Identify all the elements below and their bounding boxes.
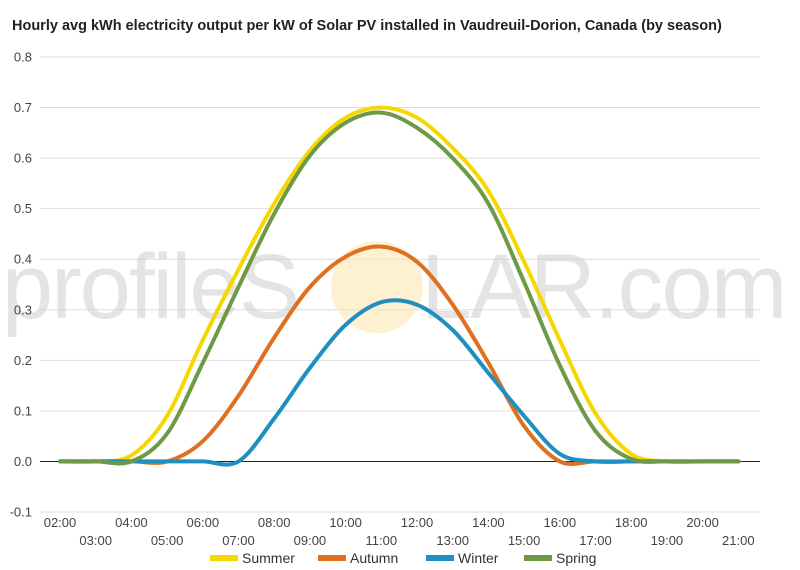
x-tick-label: 13:00 <box>436 533 469 548</box>
y-tick-label: 0.0 <box>14 454 32 469</box>
x-tick-label: 20:00 <box>686 515 719 530</box>
series-line-summer <box>58 105 741 464</box>
x-axis: 02:00 04:00 06:00 08:00 10:00 12:00 14:00 16:00… <box>44 515 755 548</box>
y-tick-label: 0.7 <box>14 100 32 115</box>
y-tick-label: 0.1 <box>14 403 32 418</box>
watermark-text-right: LAR.com <box>421 236 785 338</box>
legend-label-spring: Spring <box>556 550 596 566</box>
legend-label-summer: Summer <box>242 550 295 566</box>
watermark-sun-icon <box>331 241 423 333</box>
x-tick-label: 04:00 <box>115 515 148 530</box>
x-tick-label: 12:00 <box>401 515 434 530</box>
x-tick-label: 11:00 <box>366 533 398 548</box>
x-tick-label: 15:00 <box>508 533 541 548</box>
legend-swatch-winter <box>426 555 454 561</box>
legend: Summer Autumn Winter Spring <box>210 550 596 566</box>
series-line-winter <box>58 298 741 467</box>
x-tick-label: 21:00 <box>722 533 755 548</box>
y-tick-label: 0.6 <box>14 151 32 166</box>
y-tick-label: 0.2 <box>14 353 32 368</box>
x-tick-label: 18:00 <box>615 515 648 530</box>
y-tick-label: -0.1 <box>10 505 32 520</box>
x-tick-label: 02:00 <box>44 515 77 530</box>
x-tick-label: 16:00 <box>544 515 577 530</box>
x-tick-label: 05:00 <box>151 533 184 548</box>
y-tick-label: 0.8 <box>14 50 32 65</box>
x-tick-label: 06:00 <box>187 515 220 530</box>
x-tick-label: 17:00 <box>579 533 612 548</box>
y-tick-label: 0.3 <box>14 302 32 317</box>
x-tick-label: 08:00 <box>258 515 291 530</box>
series-line-spring <box>58 110 741 466</box>
watermark: profileS LAR.com <box>2 236 787 338</box>
legend-label-winter: Winter <box>458 550 499 566</box>
x-tick-label: 10:00 <box>329 515 362 530</box>
series-lines <box>58 105 741 467</box>
legend-swatch-summer <box>210 555 238 561</box>
legend-swatch-spring <box>524 555 552 561</box>
watermark-text-left: profileS <box>2 236 298 338</box>
x-tick-label: 19:00 <box>651 533 684 548</box>
x-tick-label: 03:00 <box>79 533 112 548</box>
x-tick-label: 14:00 <box>472 515 505 530</box>
y-tick-label: 0.4 <box>14 252 32 267</box>
y-axis: -0.1 0.0 0.1 0.2 0.3 0.4 0.5 0.6 0.7 0.8 <box>10 50 760 520</box>
legend-swatch-autumn <box>318 555 346 561</box>
y-tick-label: 0.5 <box>14 201 32 216</box>
chart-title: Hourly avg kWh electricity output per kW… <box>12 18 722 34</box>
x-tick-label: 09:00 <box>294 533 327 548</box>
x-tick-label: 07:00 <box>222 533 255 548</box>
legend-label-autumn: Autumn <box>350 550 398 566</box>
